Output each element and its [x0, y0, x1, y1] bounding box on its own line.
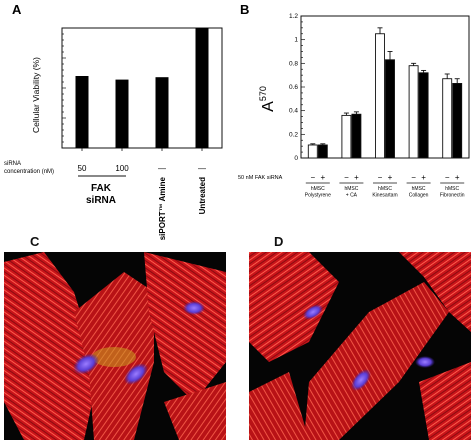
cell-c-bottom-right: [164, 382, 226, 440]
nucleus-d-2: [351, 369, 371, 391]
panel-b-category-0-line0: hMSC: [311, 186, 325, 192]
cell-c-yellow-spot: [92, 347, 136, 367]
panel-c-label: C: [30, 234, 40, 249]
panel-a-col-text-0: 50: [78, 164, 87, 173]
nucleus-c-3: [183, 301, 205, 315]
panel-b-sign-4-0: −: [445, 173, 450, 182]
panel-a-rotated-label-0: siPORT™ Amine: [158, 176, 167, 240]
panel-b-sign-3-0: −: [411, 173, 416, 182]
panel-b-chart: B A570 00.20.40.60.811.2− +hMSCPolystyren…: [238, 2, 470, 199]
nucleus-d-1: [303, 304, 323, 320]
panel-b-y-axis-label: A570: [258, 86, 277, 112]
panel-d-micrograph: [249, 252, 471, 440]
panel-a-chart: A Cellular Viability (%) 50 100 — — siPORT™ …: [4, 2, 223, 240]
panel-a-col-text-1: 100: [115, 164, 129, 173]
bar-a-3: [195, 28, 209, 148]
nucleus-c-1: [73, 353, 99, 375]
bar-b-1-0: [341, 114, 352, 159]
panel-b-y-tick-label-0: 0: [294, 155, 298, 162]
cell-c-right: [144, 252, 226, 402]
panel-a-y-axis-label: Cellular Viability (%): [31, 57, 41, 133]
bar-a-2: [155, 77, 169, 148]
panel-a-marks: 50 100 — — siPORT™ Amine Untreated: [61, 27, 223, 240]
panel-b-sign-3-1: +: [421, 173, 426, 182]
bar-b-3-0: [408, 65, 419, 159]
panel-b-sign-2-1: +: [388, 173, 393, 182]
cell-d-right: [399, 252, 471, 332]
cell-d-bottom-right: [419, 362, 471, 440]
panel-a-letter: A: [12, 2, 22, 17]
bar-b-1-1: [351, 113, 362, 159]
bar-b-4-1: [452, 82, 463, 159]
cell-d-top-left: [249, 252, 339, 362]
cell-c-left: [4, 252, 99, 440]
bar-a-1: [115, 79, 129, 148]
panel-b-category-4-line1: Fibronectin: [440, 193, 465, 199]
bar-b-3-1: [418, 72, 429, 159]
panel-b-y-tick-label-3: 0.6: [289, 84, 298, 91]
panel-a-rotated-label-1: Untreated: [198, 177, 207, 214]
panel-b-y-tick-label-5: 1: [294, 37, 298, 44]
panel-b-y-tick-label-6: 1.2: [289, 13, 298, 20]
panel-b-letter: B: [240, 2, 249, 17]
bar-b-2-1: [385, 59, 395, 159]
bar-a-0: [75, 76, 89, 148]
panel-a-row-label-line2: concentration (nM): [4, 169, 54, 175]
panel-c-micrograph: [4, 252, 226, 440]
panel-b-row-label: 50 nM FAK siRNA: [238, 175, 283, 181]
bar-b-0-1: [317, 144, 328, 159]
panel-a-group-label-line1: FAK: [91, 183, 112, 194]
panel-b-sign-0-1: +: [320, 173, 325, 182]
panel-b-category-1-line1: + CA: [346, 193, 358, 199]
panel-b-sign-2-0: −: [378, 173, 383, 182]
panel-b-y-tick-label-1: 0.2: [289, 131, 298, 138]
panel-d-label: D: [274, 234, 284, 249]
nucleus-d-3: [415, 356, 435, 368]
panel-b-sign-0-0: −: [310, 173, 315, 182]
bar-b-2-0: [375, 33, 385, 159]
panel-a-col-text-3: —: [198, 164, 206, 173]
panel-b-y-tick-label-2: 0.4: [289, 108, 298, 115]
bar-b-4-0: [442, 78, 453, 159]
panel-b-category-1-line0: hMSC: [344, 186, 358, 192]
panel-b-category-0-line1: Polystyrene: [305, 193, 331, 199]
panel-b-sign-4-1: +: [455, 173, 460, 182]
cell-d-bottom: [249, 372, 309, 440]
panel-b-category-3-line1: Collagen: [409, 193, 429, 199]
panel-a-row-label-line1: siRNA: [4, 161, 21, 167]
panel-b-y-tick-label-4: 0.8: [289, 60, 298, 67]
nucleus-c-2: [124, 363, 148, 385]
panel-b-category-4-line0: hMSC: [445, 186, 459, 192]
panel-b-y-axis-label-main: A: [260, 101, 277, 112]
panel-b-category-2-line1: Kinesartam: [372, 193, 397, 199]
panel-b-sign-1-0: −: [344, 173, 349, 182]
panel-b-sign-1-1: +: [354, 173, 359, 182]
panel-a-col-text-2: —: [158, 164, 166, 173]
panel-b-y-axis-label-sup: 570: [258, 86, 268, 101]
panel-b-category-2-line0: hMSC: [378, 186, 392, 192]
panel-a-group-label-line2: siRNA: [86, 195, 116, 206]
cell-d-center: [304, 282, 449, 440]
bar-b-0-0: [307, 144, 318, 159]
panel-b-category-3-line0: hMSC: [412, 186, 426, 192]
